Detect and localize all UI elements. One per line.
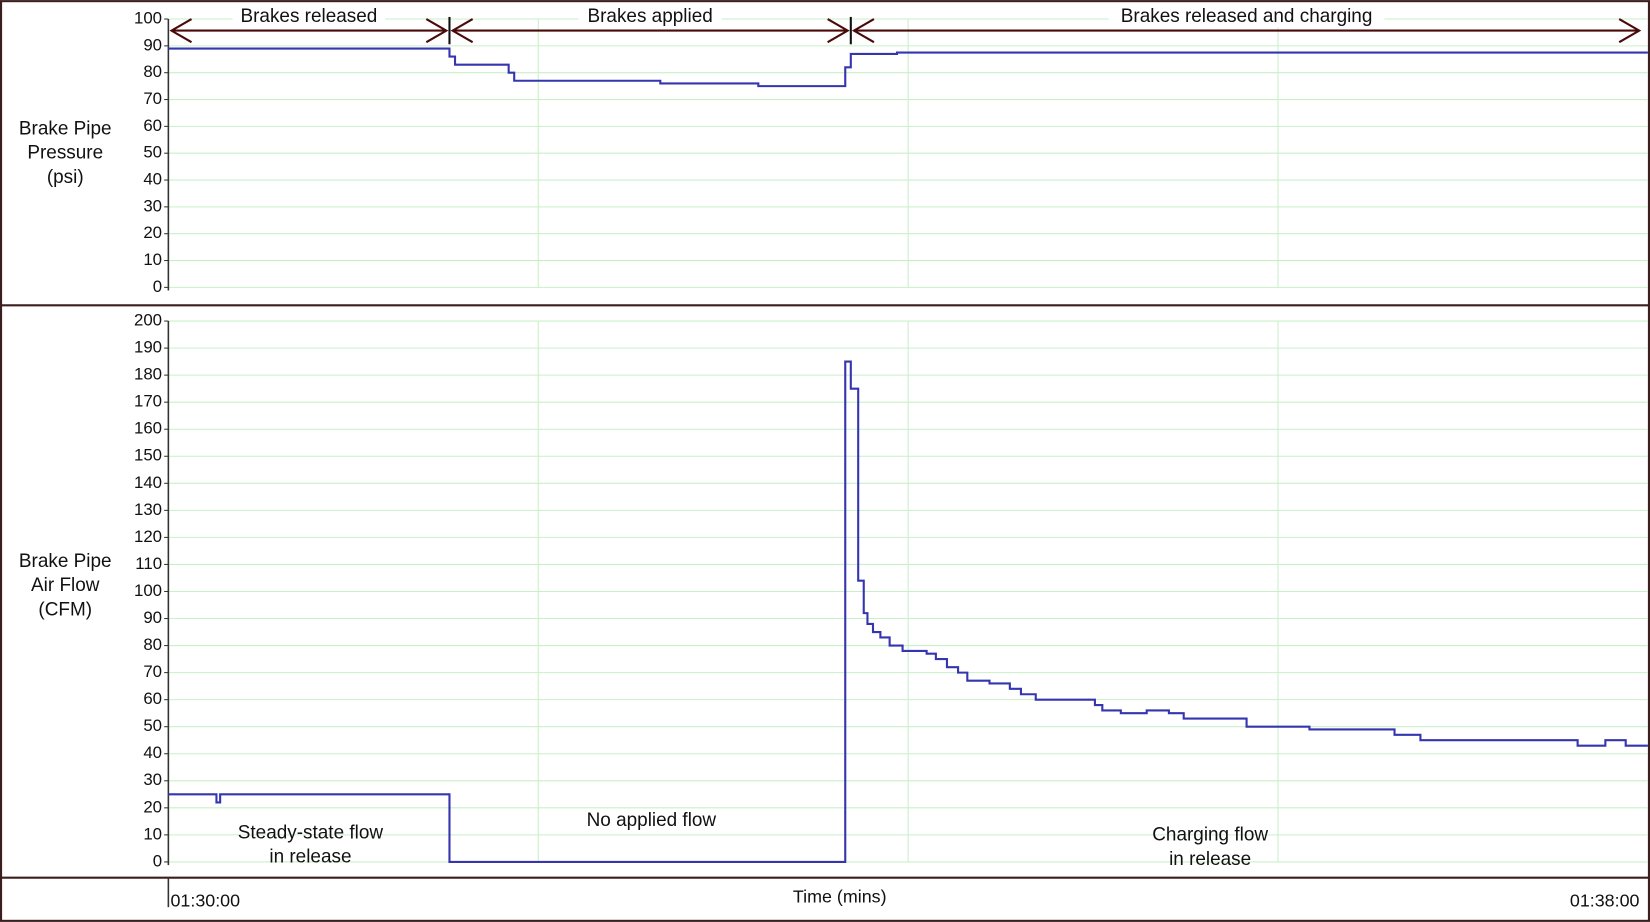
y-tick-label: 20 — [143, 223, 162, 242]
y-tick-label: 200 — [134, 310, 162, 329]
x-axis-label: Time (mins) — [793, 886, 887, 906]
y-tick-label: 100 — [134, 8, 162, 27]
y-tick-label: 20 — [143, 797, 162, 816]
y-tick-label: 70 — [143, 662, 162, 681]
arrow-head — [1618, 18, 1642, 44]
y-tick-label: 50 — [143, 716, 162, 735]
y-tick-label: 10 — [143, 824, 162, 843]
y-tick-label: 0 — [153, 851, 162, 870]
y-tick-label: 100 — [134, 581, 162, 600]
y-tick-label: 60 — [143, 689, 162, 708]
arrow-head — [425, 18, 449, 44]
y-tick-label: 80 — [143, 62, 162, 81]
y-tick-label: 40 — [143, 743, 162, 762]
data-line — [168, 47, 1648, 88]
annotation: Charging flow — [1152, 825, 1268, 846]
arrow-head — [851, 18, 875, 44]
x-tick-label: 01:30:00 — [170, 891, 240, 911]
phase-label: Brakes released — [240, 6, 377, 27]
y-axis-label: Brake Pipe — [19, 119, 112, 140]
phase-label-bg — [1108, 6, 1385, 28]
y-tick-label: 10 — [143, 250, 162, 269]
arrow-head — [450, 18, 474, 44]
y-axis-label: Brake Pipe — [19, 551, 112, 572]
arrow-head — [169, 18, 193, 44]
y-tick-label: 120 — [134, 527, 162, 546]
y-tick-label: 140 — [134, 473, 162, 492]
annotation: No applied flow — [587, 810, 717, 831]
y-tick-label: 30 — [143, 770, 162, 789]
annotation: in release — [269, 847, 351, 868]
phase-label-bg — [232, 6, 386, 28]
y-tick-label: 150 — [134, 446, 162, 465]
y-tick-label: 190 — [134, 338, 162, 357]
x-tick-label: 01:38:00 — [1570, 891, 1640, 911]
y-tick-label: 130 — [134, 500, 162, 519]
y-tick-label: 0 — [153, 277, 162, 296]
y-tick-label: 70 — [143, 89, 162, 108]
y-axis-label: Air Flow — [31, 575, 100, 596]
y-axis-label: Pressure — [27, 143, 103, 164]
y-tick-label: 40 — [143, 169, 162, 188]
annotation: in release — [1169, 849, 1251, 870]
y-axis-label: (psi) — [47, 167, 84, 188]
y-tick-label: 180 — [134, 365, 162, 384]
y-tick-label: 50 — [143, 143, 162, 162]
y-tick-label: 110 — [135, 554, 162, 573]
y-tick-label: 90 — [143, 608, 162, 627]
y-tick-label: 160 — [134, 419, 162, 438]
data-line — [168, 360, 1648, 863]
y-tick-label: 90 — [143, 35, 162, 54]
arrow-head — [827, 18, 850, 44]
y-axis-label: (CFM) — [38, 599, 92, 620]
annotation: Steady-state flow — [238, 823, 384, 844]
phase-label: Brakes released and charging — [1121, 6, 1373, 27]
y-tick-label: 80 — [143, 635, 162, 654]
y-tick-label: 60 — [143, 116, 162, 135]
y-tick-label: 170 — [134, 392, 162, 411]
y-tick-label: 30 — [143, 196, 162, 215]
phase-label-bg — [578, 6, 722, 28]
phase-label: Brakes applied — [587, 6, 712, 27]
